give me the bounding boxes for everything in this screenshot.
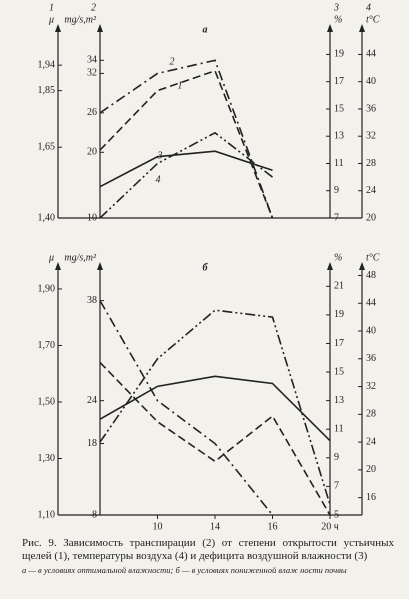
y-tick-label: 48 <box>366 270 376 281</box>
axis-arrow <box>359 262 365 270</box>
y-tick-label: 20 <box>366 212 376 223</box>
y-tick-label: 7 <box>334 212 339 223</box>
y-tick-label: 19 <box>334 309 344 320</box>
x-tick-label: 14 <box>210 521 220 532</box>
axis-label: mg/s,m² <box>64 252 97 263</box>
axis-number: 2 <box>91 2 96 13</box>
y-tick-label: 28 <box>366 158 376 169</box>
y-tick-label: 32 <box>366 131 376 142</box>
y-tick-label: 44 <box>366 49 376 60</box>
series-line <box>99 309 331 505</box>
y-tick-label: 44 <box>366 298 376 309</box>
y-tick-label: 32 <box>87 68 97 79</box>
axis-label: μ <box>48 252 54 263</box>
y-tick-label: 18 <box>87 438 97 449</box>
axis-arrow <box>97 262 103 270</box>
curve-label: 4 <box>156 174 161 185</box>
axis-label: % <box>334 14 342 25</box>
y-tick-label: 15 <box>334 103 344 114</box>
y-tick-label: 24 <box>366 436 376 447</box>
y-tick-label: 9 <box>334 185 339 196</box>
y-tick-label: 5 <box>334 509 339 520</box>
y-tick-label: 13 <box>334 395 344 406</box>
axis-arrow <box>97 24 103 32</box>
y-tick-label: 1,70 <box>38 340 56 351</box>
panel-title: а <box>203 24 208 35</box>
y-tick-label: 15 <box>334 366 344 377</box>
caption-note: а — в условиях оптимальной влажности; б … <box>22 565 347 575</box>
y-tick-label: 7 <box>334 481 339 492</box>
series-line <box>99 150 273 188</box>
series-line <box>99 300 274 516</box>
y-tick-label: 1,94 <box>38 59 56 70</box>
y-tick-label: 36 <box>366 103 376 114</box>
y-tick-label: 1,65 <box>38 142 56 153</box>
y-tick-label: 34 <box>87 55 97 66</box>
y-tick-label: 26 <box>87 107 97 118</box>
y-tick-label: 8 <box>92 509 97 520</box>
curve-label: 3 <box>157 150 163 161</box>
y-tick-label: 24 <box>366 185 376 196</box>
axis-number: 4 <box>366 2 371 13</box>
axis-arrow <box>327 24 333 32</box>
axis-label: t°C <box>366 252 380 263</box>
y-tick-label: 17 <box>334 338 344 349</box>
panel-title: б <box>203 262 209 273</box>
y-tick-label: 36 <box>366 353 376 364</box>
y-tick-label: 40 <box>366 325 376 336</box>
y-tick-label: 1,85 <box>38 85 56 96</box>
axis-label: t°C <box>366 14 380 25</box>
y-tick-label: 28 <box>366 409 376 420</box>
axis-number: 1 <box>49 2 54 13</box>
caption: Рис. 9. Зависимость транспирации (2) от … <box>22 537 394 576</box>
y-tick-label: 20 <box>366 464 376 475</box>
axis-arrow <box>327 262 333 270</box>
y-tick-label: 16 <box>366 492 376 503</box>
y-tick-label: 13 <box>334 131 344 142</box>
series-line <box>99 59 274 219</box>
axis-label: % <box>334 252 342 263</box>
y-tick-label: 11 <box>334 158 344 169</box>
axis-arrow <box>55 24 61 32</box>
y-tick-label: 1,10 <box>38 509 56 520</box>
series-line <box>99 69 274 219</box>
y-tick-label: 17 <box>334 76 344 87</box>
x-tick-label: 20 ч <box>321 521 339 532</box>
x-tick-label: 16 <box>268 521 278 532</box>
curve-label: 1 <box>178 80 183 91</box>
series-line <box>99 375 331 442</box>
y-tick-label: 1,50 <box>38 396 56 407</box>
y-tick-label: 1,90 <box>38 283 56 294</box>
y-tick-label: 21 <box>334 281 344 292</box>
series-line <box>99 131 273 219</box>
series-line <box>99 361 331 516</box>
y-tick-label: 1,40 <box>38 212 56 223</box>
y-tick-label: 20 <box>87 147 97 158</box>
y-tick-label: 24 <box>87 395 97 406</box>
axis-label: mg/s,m² <box>64 14 97 25</box>
y-tick-label: 19 <box>334 49 344 60</box>
y-tick-label: 10 <box>87 212 97 223</box>
y-tick-label: 38 <box>87 295 97 306</box>
figure: 1μ1,401,651,851,942mg/s,m²10202632343%79… <box>38 2 380 532</box>
y-tick-label: 9 <box>334 452 339 463</box>
axis-arrow <box>55 262 61 270</box>
y-tick-label: 11 <box>334 424 344 435</box>
axis-label: μ <box>48 14 54 25</box>
caption-title: Рис. 9. Зависимость транспирации (2) от … <box>22 537 394 562</box>
x-tick-label: 10 <box>153 521 163 532</box>
curve-label: 2 <box>170 56 175 67</box>
axis-number: 3 <box>333 2 339 13</box>
axis-arrow <box>359 24 365 32</box>
y-tick-label: 32 <box>366 381 376 392</box>
y-tick-label: 1,30 <box>38 453 56 464</box>
y-tick-label: 40 <box>366 76 376 87</box>
